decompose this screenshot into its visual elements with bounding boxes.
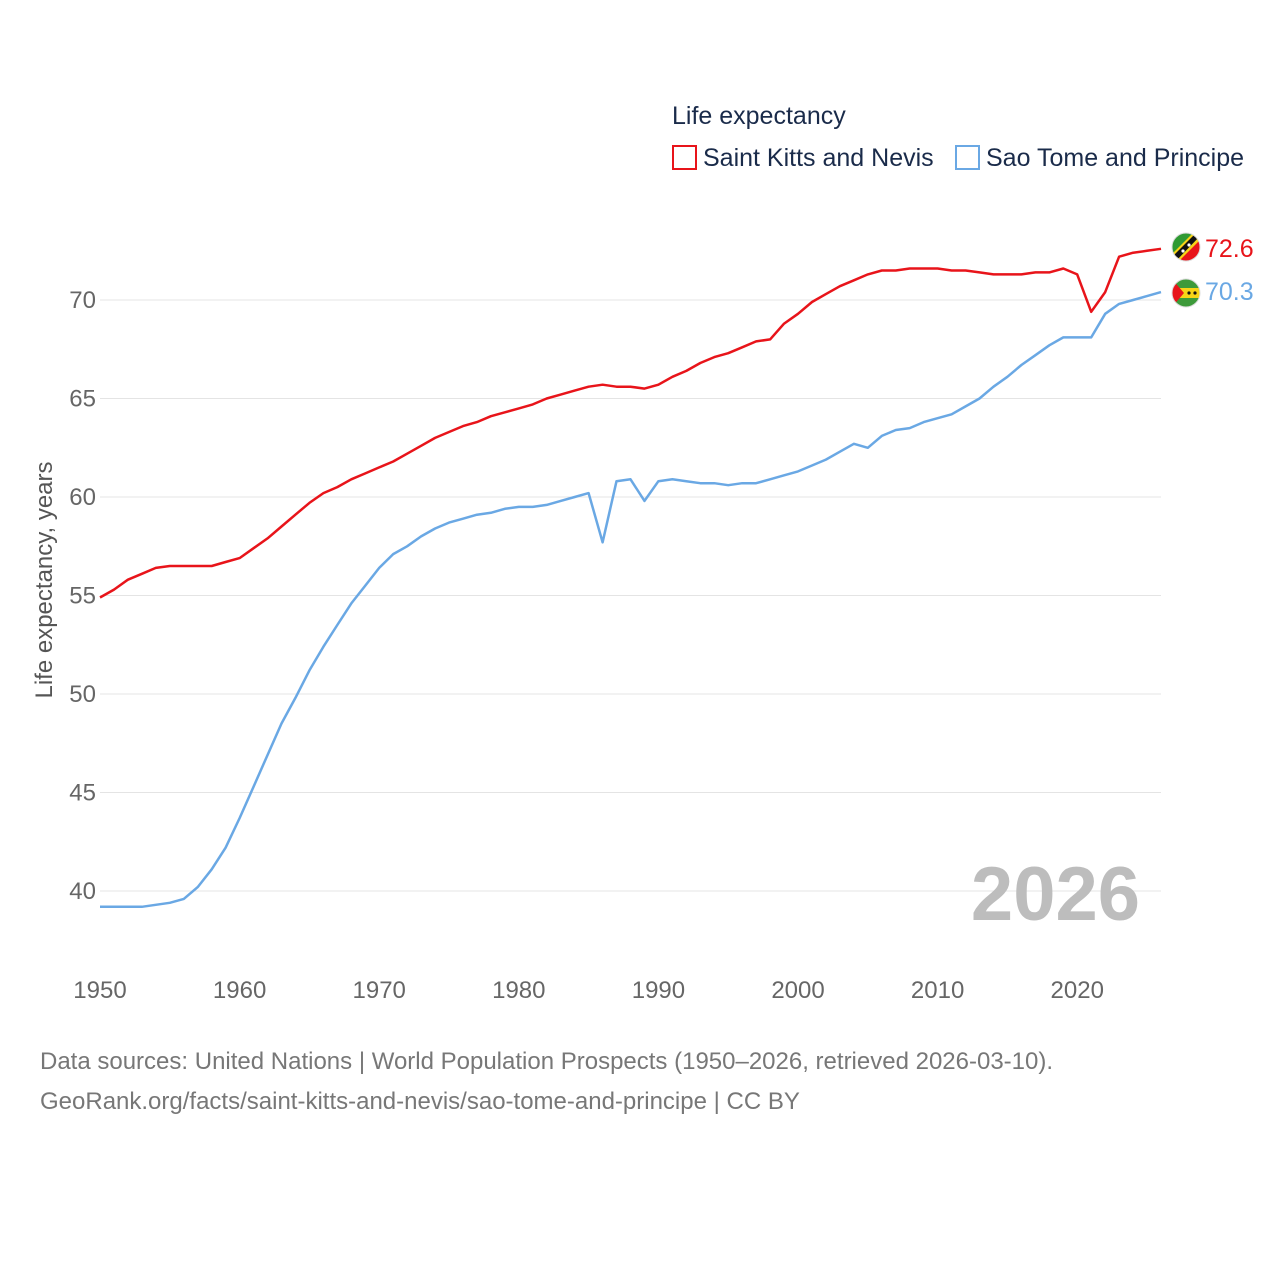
x-tick-label: 1970 — [353, 977, 406, 1004]
legend-swatch-saint-kitts-and-nevis — [672, 145, 697, 170]
series-line-sao-tome-and-principe — [100, 290, 1162, 909]
x-tick-label: 1950 — [73, 977, 126, 1004]
y-tick-label: 50 — [69, 681, 96, 708]
gridlines — [100, 299, 1161, 892]
year-watermark: 2026 — [971, 852, 1140, 937]
x-tick-label: 2000 — [771, 977, 824, 1004]
y-tick-label: 60 — [69, 484, 96, 511]
series-layer: 72.6 70.3 — [99, 235, 1254, 909]
y-tick-label: 40 — [69, 878, 96, 905]
y-tick-label: 65 — [69, 386, 96, 413]
source-url-license[interactable]: GeoRank.org/facts/saint-kitts-and-nevis/… — [40, 1088, 800, 1115]
y-tick-label: 45 — [69, 780, 96, 807]
series-line-saint-kitts-and-nevis — [99, 247, 1162, 599]
y-axis-ticks: 40 45 50 55 60 65 70 — [69, 287, 96, 905]
footer: Data sources: United Nations | World Pop… — [40, 1042, 1053, 1122]
legend-label-saint-kitts-and-nevis: Saint Kitts and Nevis — [703, 144, 934, 172]
legend-item-saint-kitts-and-nevis[interactable]: Saint Kitts and Nevis — [672, 144, 934, 172]
legend-item-sao-tome-and-principe[interactable]: Sao Tome and Principe — [955, 144, 1244, 172]
x-tick-label: 2010 — [911, 977, 964, 1004]
legend-swatch-sao-tome-and-principe — [955, 145, 980, 170]
x-axis-ticks: 1950 1960 1970 1980 1990 2000 2010 2020 — [73, 977, 1104, 1004]
x-tick-label: 1980 — [492, 977, 545, 1004]
x-tick-label: 1960 — [213, 977, 266, 1004]
legend-label-sao-tome-and-principe: Sao Tome and Principe — [986, 144, 1244, 172]
sao-tome-and-principe-flag-icon — [1172, 279, 1200, 307]
y-tick-label: 70 — [69, 287, 96, 314]
saint-kitts-and-nevis-flag-icon — [1172, 233, 1200, 261]
y-axis-title: Life expectancy, years — [31, 461, 58, 698]
x-tick-label: 2020 — [1051, 977, 1104, 1004]
x-tick-label: 1990 — [632, 977, 685, 1004]
legend-title: Life expectancy — [672, 102, 846, 130]
end-value-label-sao-tome-and-principe: 70.3 — [1205, 278, 1254, 306]
y-tick-label: 55 — [69, 583, 96, 610]
end-value-label-saint-kitts-and-nevis: 72.6 — [1205, 235, 1254, 263]
data-source-note: Data sources: United Nations | World Pop… — [40, 1048, 1054, 1075]
